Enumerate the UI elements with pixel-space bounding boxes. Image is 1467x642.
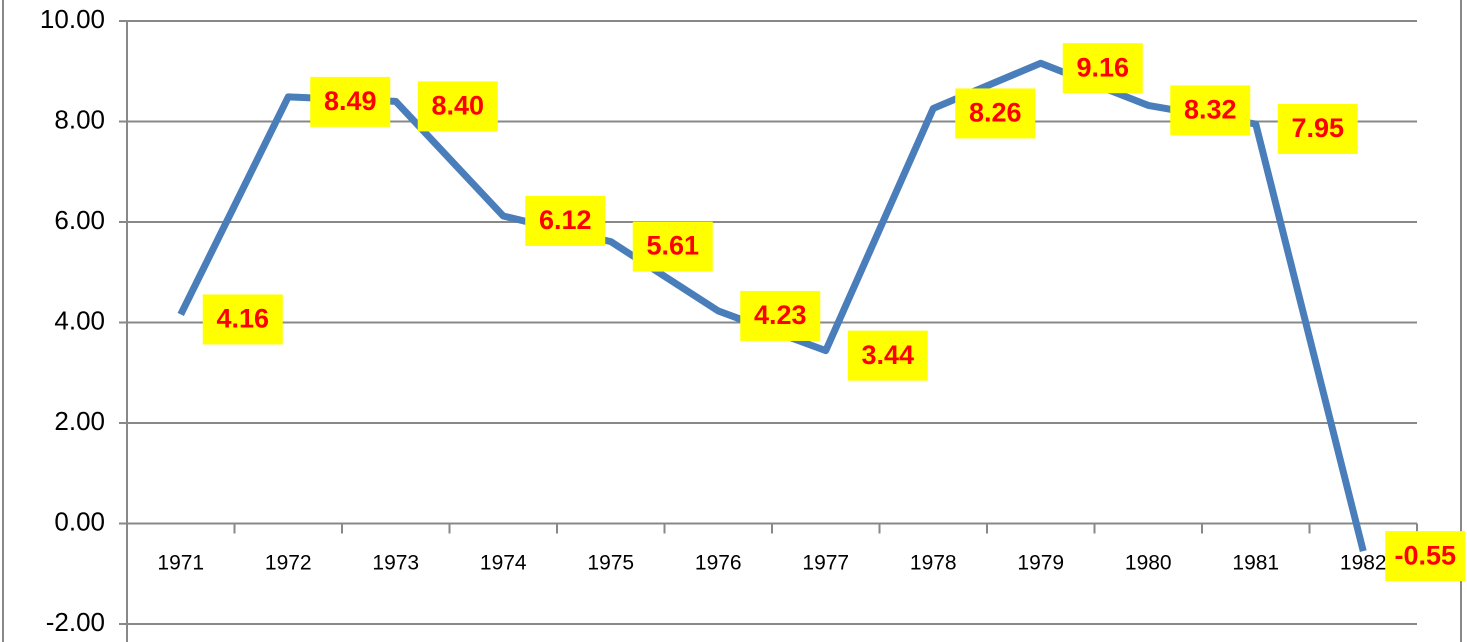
data-label: 6.12 (539, 205, 592, 235)
x-tick-label: 1972 (265, 552, 312, 575)
x-tick-label: 1979 (1017, 552, 1064, 575)
data-label: 7.95 (1291, 113, 1344, 143)
x-tick-label: 1971 (157, 552, 204, 575)
data-label-box (417, 81, 498, 132)
y-tick-label: -2.00 (46, 607, 105, 637)
data-label-box (1277, 104, 1358, 155)
data-label: 3.44 (861, 340, 914, 370)
x-tick-label: 1980 (1125, 552, 1172, 575)
y-tick-label: 6.00 (54, 205, 105, 235)
data-label: 5.61 (646, 231, 699, 261)
y-tick-label: 4.00 (54, 305, 105, 335)
y-tick-label: 2.00 (54, 406, 105, 436)
data-label: 9.16 (1076, 52, 1129, 82)
data-label-box (1062, 43, 1143, 94)
data-label-box (955, 88, 1036, 139)
data-label-box (202, 294, 283, 345)
x-tick-label: 1977 (802, 552, 849, 575)
data-label: 8.26 (969, 98, 1022, 128)
y-tick-label: 0.00 (54, 506, 105, 536)
data-label-box (310, 76, 391, 127)
x-tick-label: 1978 (910, 552, 957, 575)
data-label: 8.49 (324, 86, 377, 116)
data-label-box (847, 330, 928, 381)
data-label-box (1170, 85, 1251, 136)
y-tick-label: 10.00 (40, 4, 105, 34)
data-label-box (740, 290, 821, 341)
x-tick-label: 1976 (695, 552, 742, 575)
data-label: -0.55 (1394, 540, 1456, 570)
x-tick-label: 1973 (372, 552, 419, 575)
data-label: 4.16 (216, 304, 269, 334)
data-label: 8.40 (431, 91, 484, 121)
data-label-box (632, 221, 713, 272)
x-tick-label: 1981 (1232, 552, 1279, 575)
x-tick-label: 1975 (587, 552, 634, 575)
data-label-box (1385, 531, 1466, 582)
y-tick-label: 8.00 (54, 104, 105, 134)
x-tick-label: 1974 (480, 552, 527, 575)
data-label: 4.23 (754, 300, 807, 330)
data-label-box (525, 195, 606, 246)
data-label: 8.32 (1184, 95, 1237, 125)
x-tick-label: 1982 (1340, 552, 1387, 575)
